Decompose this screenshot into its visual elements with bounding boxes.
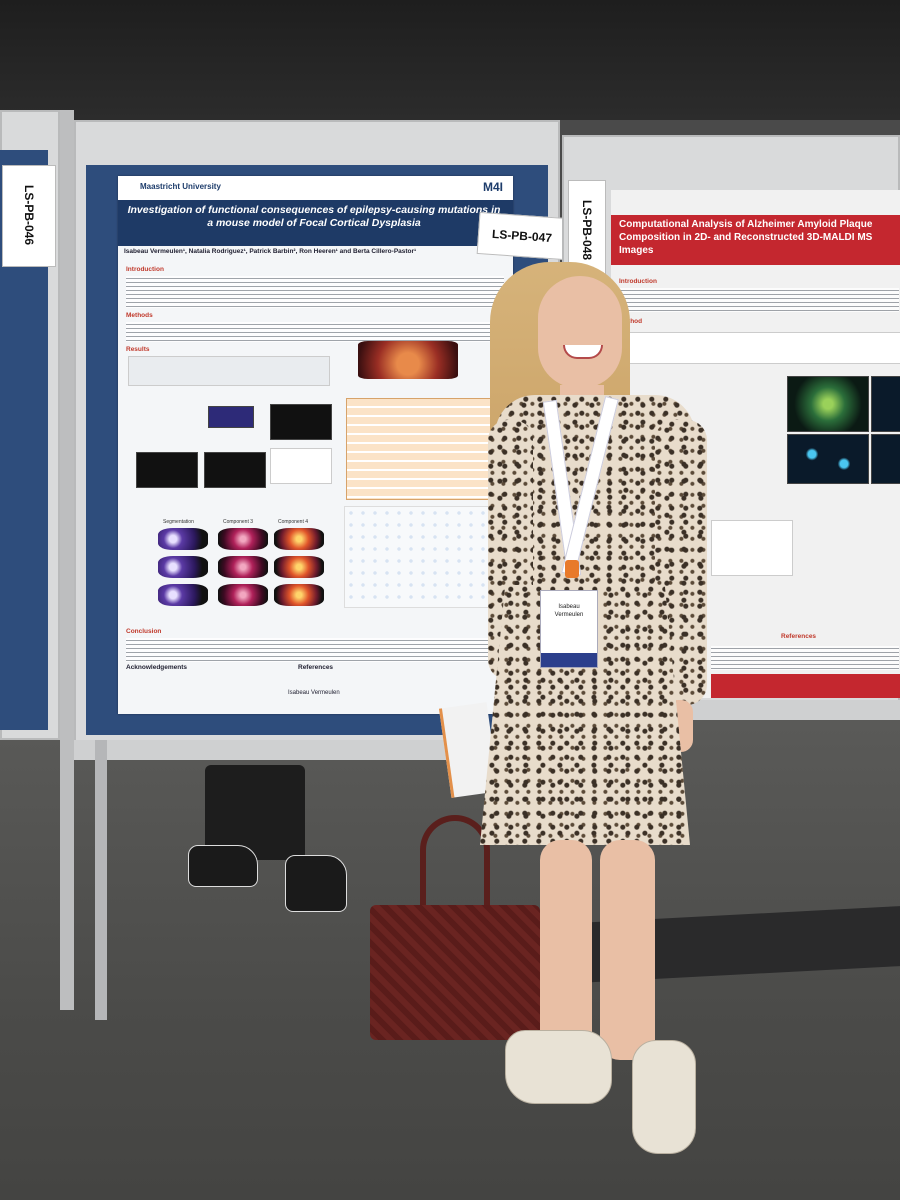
poster1-introduction-heading: Introduction bbox=[126, 266, 164, 273]
poster2-references-heading: References bbox=[781, 633, 817, 640]
middle-board-pole-left bbox=[95, 740, 107, 1020]
poster1-component4-image-2 bbox=[274, 556, 324, 578]
poster1-logo-right: M4I bbox=[482, 180, 503, 194]
poster2-title-bar bbox=[611, 215, 900, 265]
poster1-workflow-diagram bbox=[128, 356, 330, 386]
poster1-methods-heading: Methods bbox=[126, 312, 153, 319]
board-label-left: LS-PB-046 bbox=[2, 165, 56, 267]
poster1-panel-label-component4: Component 4 bbox=[278, 519, 309, 525]
poster1-title-bar bbox=[118, 200, 513, 246]
poster1-footer-name: Isabeau Vermeulen bbox=[288, 690, 340, 696]
poster1-panel-label-segmentation: Segmentation bbox=[163, 519, 194, 525]
poster1-imaging-panel-2 bbox=[270, 404, 332, 440]
poster2-title: Computational Analysis of Alzheimer Amyl… bbox=[619, 219, 873, 256]
name-badge-band bbox=[541, 653, 597, 667]
poster1-title: Investigation of functional consequences… bbox=[127, 204, 501, 229]
poster2-plaque-image-3 bbox=[871, 376, 900, 432]
board-label-047: LS-PB-047 bbox=[476, 211, 568, 261]
name-badge-text: Isabeau Vermeulen bbox=[554, 604, 584, 618]
poster2-introduction-text bbox=[619, 288, 899, 312]
left-board-pole bbox=[60, 110, 74, 1010]
poster1-spectrum-panel bbox=[270, 448, 332, 484]
poster2-introduction-heading: Introduction bbox=[619, 278, 657, 285]
poster1-lipid-table bbox=[346, 398, 498, 500]
poster1-conclusion-text bbox=[126, 638, 504, 662]
poster1-institution: Maastricht University bbox=[140, 182, 221, 191]
poster1-imaging-panel-1 bbox=[208, 406, 254, 428]
poster1-acknowledgements-heading: Acknowledgements bbox=[126, 664, 188, 671]
handbag bbox=[370, 905, 540, 1040]
poster1-segmentation-image-1 bbox=[158, 528, 208, 550]
person-shoe-right bbox=[632, 1040, 696, 1154]
poster1-component4-image-1 bbox=[274, 528, 324, 550]
poster1-header bbox=[118, 176, 513, 200]
poster2-spectrum bbox=[711, 520, 793, 576]
poster1-imaging-panel-4 bbox=[204, 452, 266, 488]
poster-epilepsy-study: Maastricht University M4I Investigation … bbox=[118, 176, 513, 714]
background-person-shoe-right bbox=[285, 855, 347, 912]
person-right-leg bbox=[600, 840, 655, 1060]
middle-board-bottom-rail bbox=[74, 740, 560, 760]
poster1-component3-image-3 bbox=[218, 584, 268, 606]
background-person-shoe-left bbox=[188, 845, 258, 887]
poster1-imaging-panel-3 bbox=[136, 452, 198, 488]
poster1-brain-section-image bbox=[358, 341, 458, 379]
poster1-references-heading: References bbox=[298, 664, 334, 671]
poster1-segmentation-image-2 bbox=[158, 556, 208, 578]
poster1-conclusion-heading: Conclusion bbox=[126, 628, 162, 635]
poster2-method-heading: Method bbox=[619, 318, 643, 325]
poster1-network-diagram bbox=[344, 506, 506, 608]
handbag-handle bbox=[420, 815, 490, 925]
poster1-panel-label-component3: Component 3 bbox=[223, 519, 254, 525]
poster1-methods-text bbox=[126, 322, 504, 342]
poster2-plaque-image-1 bbox=[787, 376, 869, 432]
poster2-plaque-image-4 bbox=[871, 434, 900, 484]
poster1-component3-image-2 bbox=[218, 556, 268, 578]
board-label-left-text: LS-PB-046 bbox=[22, 184, 36, 246]
poster2-footer bbox=[711, 674, 900, 698]
background-person-legs bbox=[205, 765, 305, 860]
poster1-results-heading: Results bbox=[126, 346, 150, 353]
person-face bbox=[538, 276, 622, 388]
ceiling bbox=[0, 0, 900, 120]
poster1-authors: Isabeau Vermeulen¹, Natalia Rodriguez¹, … bbox=[124, 248, 417, 255]
poster1-introduction-text bbox=[126, 276, 504, 308]
poster1-component3-image-1 bbox=[218, 528, 268, 550]
poster2-workflow bbox=[619, 332, 900, 364]
name-badge: Isabeau Vermeulen bbox=[540, 590, 598, 668]
person-shoe-left bbox=[505, 1030, 612, 1104]
person-left-leg bbox=[540, 840, 592, 1055]
lanyard-clip bbox=[565, 560, 579, 578]
poster2-plaque-image-2 bbox=[787, 434, 869, 484]
poster1-component4-image-3 bbox=[274, 584, 324, 606]
poster2-references-text bbox=[711, 646, 899, 670]
poster1-segmentation-image-3 bbox=[158, 584, 208, 606]
